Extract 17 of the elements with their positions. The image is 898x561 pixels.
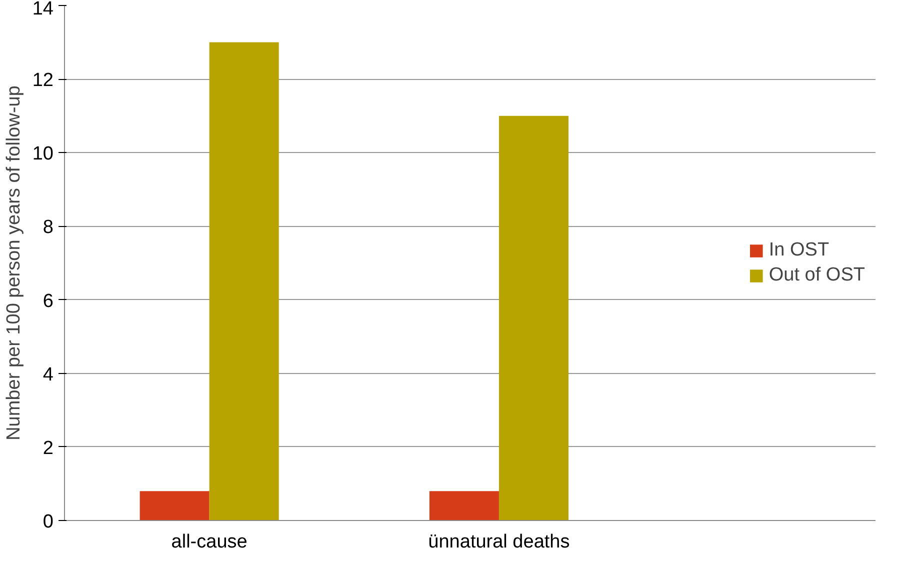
bar — [498, 116, 568, 520]
legend-label: Out of OST — [768, 264, 865, 286]
y-axis-title: Number per 100 person years of follow-up — [3, 86, 24, 440]
x-tick-label: all-cause — [171, 532, 248, 552]
y-tick-label: 6 — [42, 290, 54, 312]
y-tick-label: 4 — [42, 364, 54, 386]
y-tick-label: 10 — [32, 144, 54, 165]
y-tick-label: 0 — [42, 512, 54, 532]
y-tick-label: 14 — [32, 0, 54, 20]
x-tick-label: ünnatural deaths — [428, 532, 570, 552]
bar — [209, 42, 279, 520]
bar — [140, 491, 210, 520]
legend-label: In OST — [768, 239, 830, 261]
y-tick-label: 8 — [42, 217, 54, 238]
bar — [429, 491, 499, 520]
y-tick-label: 2 — [42, 438, 54, 459]
y-tick-label: 12 — [32, 70, 54, 92]
